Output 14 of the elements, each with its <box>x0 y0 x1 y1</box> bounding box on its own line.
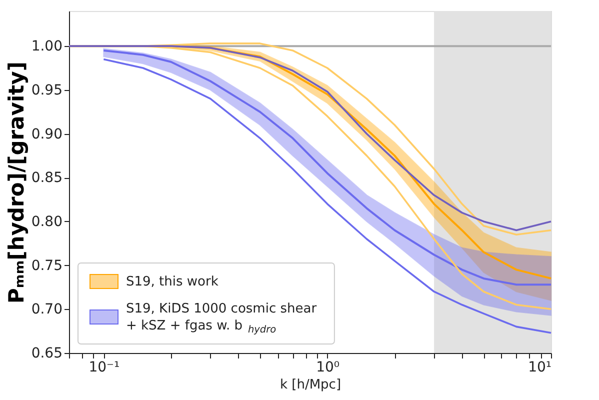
y-tick-label: 0.95 <box>31 82 62 98</box>
y-tick-label: 0.65 <box>31 346 62 362</box>
y-tick-label: 0.80 <box>31 214 62 230</box>
y-axis-title: Pₘₘ[hydro]/[gravity] <box>4 62 28 304</box>
legend-label: S19, this work <box>126 274 219 290</box>
x-tick-label: 10⁰ <box>316 360 340 376</box>
x-tick-label: 10⁻¹ <box>88 360 120 376</box>
y-tick-label: 1.00 <box>31 38 62 55</box>
y-tick-label: 0.85 <box>31 170 62 186</box>
x-tick-label: 10¹ <box>528 360 552 376</box>
y-tick-label: 0.70 <box>31 302 62 318</box>
x-axis-title: k [h/Mpc] <box>280 378 342 392</box>
y-tick-label: 0.90 <box>31 126 62 142</box>
y-tick-label: 0.75 <box>31 258 62 274</box>
